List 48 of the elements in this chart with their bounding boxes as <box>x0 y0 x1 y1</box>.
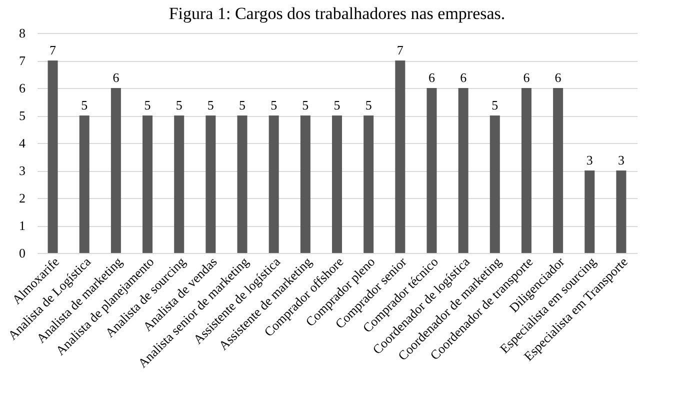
data-label: 3 <box>618 152 624 168</box>
y-tick-label: 2 <box>19 190 26 206</box>
bar <box>395 60 406 253</box>
bar <box>268 116 279 253</box>
data-label: 5 <box>144 98 151 112</box>
chart-title: Figura 1: Cargos dos trabalhadores nas empresas. <box>168 4 506 23</box>
bar <box>142 116 153 253</box>
bar <box>458 88 468 253</box>
data-label: 7 <box>50 42 57 58</box>
bar <box>364 116 374 253</box>
data-label: 3 <box>586 152 593 168</box>
data-label: 6 <box>112 70 120 85</box>
bar <box>490 116 500 253</box>
y-tick-label: 3 <box>19 163 26 178</box>
bar <box>110 88 121 253</box>
y-tick-label: 1 <box>19 218 26 233</box>
y-tick-label: 0 <box>19 246 26 260</box>
bar <box>79 116 90 253</box>
data-label: 6 <box>460 70 468 85</box>
data-label: 5 <box>302 98 309 112</box>
bar <box>300 116 310 253</box>
data-label: 5 <box>207 98 214 112</box>
bar <box>584 170 595 253</box>
bar <box>332 116 342 253</box>
data-label: 6 <box>523 70 530 85</box>
bar <box>174 116 184 253</box>
data-label: 5 <box>239 98 246 112</box>
bar <box>206 116 216 253</box>
data-label: 5 <box>334 98 340 112</box>
data-label: 6 <box>428 70 436 85</box>
data-label: 5 <box>492 98 498 112</box>
bar <box>553 88 564 253</box>
y-tick-label: 8 <box>19 26 26 40</box>
data-label: 5 <box>270 98 278 112</box>
y-tick-label: 5 <box>19 108 26 123</box>
bar <box>616 170 626 253</box>
bar <box>48 60 58 253</box>
bar <box>426 88 437 253</box>
data-label: 5 <box>81 98 88 112</box>
data-label: 7 <box>396 42 404 58</box>
data-label: 6 <box>554 70 562 85</box>
data-label: 5 <box>176 98 182 112</box>
y-tick-label: 4 <box>19 136 26 150</box>
y-tick-label: 6 <box>19 80 26 96</box>
bar <box>521 88 532 253</box>
bar <box>237 116 248 253</box>
y-tick-label: 7 <box>19 53 26 68</box>
data-label: 5 <box>365 98 372 112</box>
